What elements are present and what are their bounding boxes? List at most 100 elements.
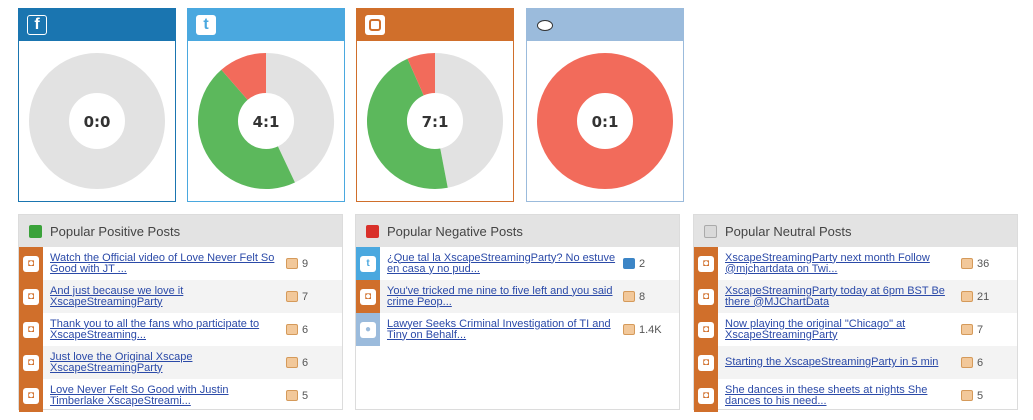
- donut-neutral: [264, 53, 334, 183]
- post-source-cell: ◘: [19, 313, 43, 346]
- post-count: 36: [977, 257, 990, 270]
- post-count: 6: [302, 356, 309, 369]
- post-stat: 5: [957, 390, 1017, 402]
- post-row: ◘ Love Never Felt So Good with Justin Tim…: [19, 379, 342, 412]
- post-count: 6: [302, 323, 309, 336]
- positive-posts-panel: Popular Positive Posts ◘ Watch the Offici…: [18, 214, 343, 412]
- reddit-card[interactable]: 0:1: [526, 8, 684, 202]
- instagram-card[interactable]: 7:1: [356, 8, 514, 202]
- instagram-chart: 7:1: [357, 41, 513, 201]
- instagram-icon: ◘: [698, 255, 714, 272]
- twitter-chart: 4:1: [188, 41, 344, 201]
- instagram-icon: ◘: [23, 288, 39, 305]
- neutral-posts-panel: Popular Neutral Posts ◘ XscapeStreamingPa…: [693, 214, 1018, 412]
- post-link[interactable]: Starting the XscapeStreamingParty in 5 m…: [725, 357, 939, 368]
- negative-panel-header: Popular Negative Posts: [356, 215, 679, 247]
- donut-positive: [198, 69, 295, 189]
- post-source-cell: ◘: [19, 379, 43, 412]
- twitter-icon: t: [360, 255, 376, 272]
- facebook-card[interactable]: f 0:0: [18, 8, 176, 202]
- post-stat: 6: [957, 357, 1017, 369]
- post-source-cell: ◘: [694, 379, 718, 412]
- reddit-card-header: [527, 9, 683, 41]
- post-row: ◘ And just because we love it XscapeStrea…: [19, 280, 342, 313]
- post-count: 8: [639, 290, 646, 303]
- twitter-donut: [198, 53, 334, 189]
- post-row: ◘ You've tricked me nine to five left and…: [356, 280, 679, 313]
- post-link[interactable]: Lawyer Seeks Criminal Investigation of T…: [387, 318, 611, 341]
- post-row: ◘ Thank you to all the fans who participa…: [19, 313, 342, 346]
- post-row: t ¿Que tal la XscapeStreamingParty? No es…: [356, 247, 679, 280]
- thumbs-up-icon: [286, 357, 298, 368]
- post-link[interactable]: Watch the Official video of Love Never F…: [50, 252, 275, 275]
- donut-negative: [407, 53, 437, 96]
- donut-neutral: [433, 53, 503, 188]
- positive-panel-title: Popular Positive Posts: [50, 223, 181, 239]
- post-link[interactable]: Love Never Felt So Good with Justin Timb…: [50, 384, 229, 407]
- post-count: 7: [977, 323, 984, 336]
- instagram-icon: ◘: [360, 288, 376, 305]
- post-count: 21: [977, 290, 990, 303]
- post-link[interactable]: She dances in these sheets at nights She…: [725, 384, 928, 407]
- post-source-cell: ◘: [356, 280, 380, 313]
- post-stat: 21: [957, 291, 1017, 303]
- thumbs-up-icon: [286, 324, 298, 335]
- post-stat: 6: [282, 357, 342, 369]
- instagram-icon: ◘: [23, 321, 39, 338]
- post-link[interactable]: XscapeStreamingParty next month Follow @…: [725, 252, 930, 275]
- facebook-chart: 0:0: [19, 41, 175, 201]
- post-link[interactable]: Just love the Original Xscape XscapeStre…: [50, 351, 193, 374]
- instagram-donut: [367, 53, 503, 189]
- reddit-donut: [537, 53, 673, 189]
- post-count: 2: [639, 257, 646, 270]
- neutral-panel-header: Popular Neutral Posts: [694, 215, 1017, 247]
- post-count: 9: [302, 257, 309, 270]
- instagram-ratio: 7:1: [421, 113, 449, 131]
- thumbs-up-icon: [961, 357, 973, 368]
- post-link[interactable]: ¿Que tal la XscapeStreamingParty? No est…: [387, 252, 616, 275]
- facebook-donut: [29, 53, 165, 189]
- post-stat: 6: [282, 324, 342, 336]
- thumbs-up-icon: [961, 390, 973, 401]
- thumbs-up-icon: [623, 291, 635, 302]
- post-row: ◘ XscapeStreamingParty next month Follow …: [694, 247, 1017, 280]
- post-source-cell: ◘: [694, 280, 718, 313]
- share-icon: [623, 258, 635, 269]
- post-link[interactable]: XscapeStreamingParty today at 6pm BST Be…: [725, 285, 945, 308]
- post-link[interactable]: You've tricked me nine to five left and …: [387, 285, 613, 308]
- instagram-icon: ◘: [23, 255, 39, 272]
- positive-square-icon: [29, 224, 42, 238]
- positive-post-list: ◘ Watch the Official video of Love Never …: [19, 247, 342, 412]
- post-source-cell: ◘: [19, 346, 43, 379]
- post-source-cell: ◘: [694, 313, 718, 346]
- reddit-chart: 0:1: [527, 41, 683, 201]
- thumbs-up-icon: [286, 291, 298, 302]
- negative-square-icon: [366, 224, 379, 238]
- post-count: 5: [977, 389, 984, 402]
- post-stat: 7: [957, 324, 1017, 336]
- post-row: ◘ Now playing the original "Chicago" at X…: [694, 313, 1017, 346]
- neutral-square-icon: [704, 224, 717, 238]
- thumbs-up-icon: [961, 324, 973, 335]
- post-row: ● Lawyer Seeks Criminal Investigation of …: [356, 313, 679, 346]
- post-source-cell: ◘: [694, 247, 718, 280]
- donut-neutral: [29, 53, 165, 189]
- post-row: ◘ Starting the XscapeStreamingParty in 5 …: [694, 346, 1017, 379]
- instagram-icon: ◘: [698, 321, 714, 338]
- post-count: 5: [302, 389, 309, 402]
- donut-positive: [367, 58, 448, 189]
- post-row: ◘ Watch the Official video of Love Never …: [19, 247, 342, 280]
- instagram-icon: ◘: [23, 354, 39, 371]
- twitter-card[interactable]: t 4:1: [187, 8, 345, 202]
- positive-panel-header: Popular Positive Posts: [19, 215, 342, 247]
- facebook-card-header: f: [19, 9, 175, 41]
- post-count: 6: [977, 356, 984, 369]
- post-link[interactable]: Now playing the original "Chicago" at Xs…: [725, 318, 906, 341]
- post-link[interactable]: Thank you to all the fans who participat…: [50, 318, 260, 341]
- thumbs-up-icon: [286, 390, 298, 401]
- post-link[interactable]: And just because we love it XscapeStream…: [50, 285, 184, 308]
- post-row: ◘ She dances in these sheets at nights Sh…: [694, 379, 1017, 412]
- reddit-icon: [535, 15, 555, 35]
- twitter-icon: t: [196, 15, 216, 35]
- post-stat: 7: [282, 291, 342, 303]
